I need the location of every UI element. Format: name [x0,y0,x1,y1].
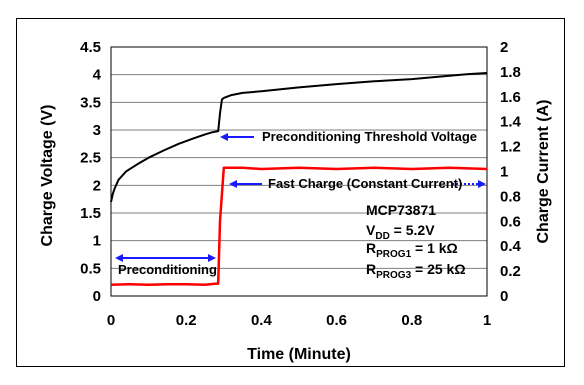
y-left-tick-label: 4 [93,67,102,84]
info-rprog3-sub: PROG3 [376,270,411,281]
y-left-tick-label: 4.5 [80,39,101,56]
info-rprog3-main: R [366,261,376,277]
y-right-tick-label: 0 [500,288,508,305]
annotation-preconditioning: Preconditioning [118,262,217,277]
y-right-tick-label: 0.6 [500,213,521,230]
x-tick-label: 0.8 [401,312,422,329]
series-lines [110,72,488,287]
y-right-tick-label: 1 [500,164,508,181]
y-left-tick-label: 2 [93,177,101,194]
info-vdd-sub: DD [375,231,389,242]
y-right-tick-label: 1.6 [500,89,521,106]
x-tick-label: 0.4 [251,312,273,329]
info-vdd: VDD = 5.2V [366,222,435,242]
x-tick-label: 1 [483,312,491,329]
info-rprog3: RPROG3 = 25 kΩ [366,261,466,281]
y-right-tick-label: 1.2 [500,139,521,156]
y-right-tick-label: 2 [500,39,508,56]
info-part-number: MCP73871 [366,202,436,218]
y-right-tick-label: 0.4 [500,238,522,255]
y-left-tick-label: 3.5 [80,94,101,111]
y-right-tick-label: 1.8 [500,64,521,81]
y-right-tick-label: 0.2 [500,263,521,280]
annotation-threshold: Preconditioning Threshold Voltage [262,129,477,144]
y-axis-left-label: Charge Voltage (V) [39,105,56,247]
x-tick-label: 0.6 [326,312,347,329]
y-left-tick-label: 2.5 [80,150,101,167]
chart-frame [16,18,565,367]
info-rprog1-value: = 1 kΩ [411,240,458,256]
info-rprog1: RPROG1 = 1 kΩ [366,240,458,260]
y-axis-right-label: Charge Current (A) [535,99,552,243]
x-axis-label: Time (Minute) [247,346,351,363]
info-rprog3-value: = 25 kΩ [411,261,465,277]
info-vdd-value: = 5.2V [390,222,435,238]
info-rprog1-main: R [366,240,376,256]
y-left-tick-label: 3 [93,122,101,139]
y-left-tick-label: 1.5 [80,205,101,222]
y-right-tick-label: 1.4 [500,114,522,131]
info-box: MCP73871 VDD = 5.2V RPROG1 = 1 kΩ RPROG3… [366,202,466,281]
y-left-tick-label: 1 [93,233,101,250]
y-right-tick-label: 0.8 [500,188,521,205]
tick-labels: 0 0.5 1 1.5 2 2.5 3 3.5 4 4.5 0 0.2 0.4 0.6 0.8 1 1.2 1.4… [80,39,521,329]
y-left-tick-label: 0 [93,288,101,305]
y-left-tick-label: 0.5 [80,260,101,277]
charge-current-line [110,166,488,287]
charge-voltage-line [110,72,488,203]
x-tick-label: 0 [107,312,115,329]
info-rprog1-sub: PROG1 [376,249,411,260]
info-vdd-main: V [366,222,376,238]
plot-area [110,46,488,297]
x-tick-label: 0.2 [176,312,197,329]
annotation-fast-charge: Fast Charge (Constant Current) [268,176,462,191]
annotation-arrows [115,133,486,262]
